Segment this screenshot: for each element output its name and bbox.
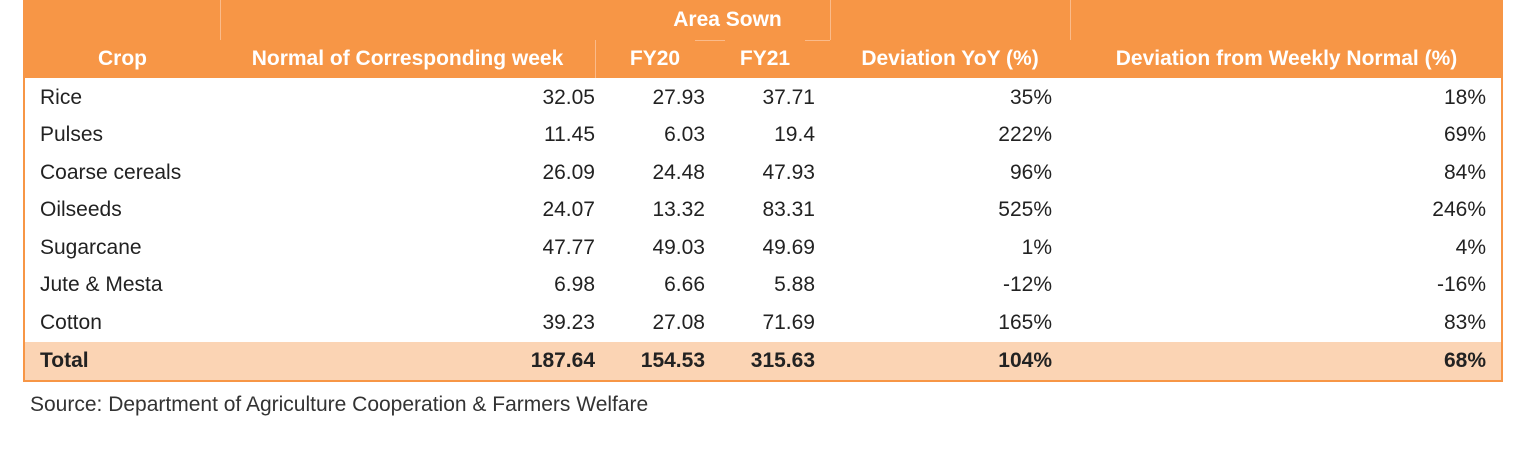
cell-normal: 6.98 [554, 273, 595, 297]
cell-deviation-normal: 83% [1443, 310, 1486, 334]
cell-normal: 39.23 [542, 310, 595, 334]
cell-deviation-normal: 84% [1443, 160, 1486, 184]
cell-fy21: 37.71 [762, 85, 815, 109]
column-header-fy20: FY20 [615, 40, 695, 78]
cell-deviation-normal: 68% [1443, 348, 1486, 372]
cell-fy20: 6.66 [664, 273, 705, 297]
cell-deviation-normal: 18% [1443, 85, 1486, 109]
column-header-deviation-yoy: Deviation YoY (%) [830, 40, 1070, 78]
header-divider [830, 0, 831, 78]
area-sown-table: Area Sown Crop Normal of Corresponding w… [23, 0, 1503, 382]
cell-crop: Pulses [40, 123, 104, 147]
cell-deviation-yoy: 35% [1009, 85, 1052, 109]
cell-fy21: 47.93 [762, 160, 815, 184]
cell-fy20: 27.08 [652, 310, 705, 334]
cell-deviation-yoy: 104% [998, 348, 1052, 372]
cell-crop: Rice [40, 85, 83, 109]
table-row: Pulses 11.45 6.03 19.4 222% 69% [25, 117, 1501, 155]
cell-fy21: 315.63 [750, 348, 815, 372]
cell-fy20: 49.03 [652, 235, 705, 259]
cell-crop: Coarse cereals [40, 160, 182, 184]
cell-fy21: 49.69 [762, 235, 815, 259]
cell-normal: 32.05 [542, 85, 595, 109]
header-divider [595, 40, 596, 78]
cell-deviation-yoy: 96% [1009, 160, 1052, 184]
column-header-normal: Normal of Corresponding week [220, 40, 595, 78]
cell-normal: 47.77 [542, 235, 595, 259]
table-row: Jute & Mesta 6.98 6.66 5.88 -12% -16% [25, 267, 1501, 305]
cell-fy20: 27.93 [652, 85, 705, 109]
cell-deviation-yoy: -12% [1002, 273, 1052, 297]
cell-fy20: 13.32 [652, 198, 705, 222]
cell-normal: 11.45 [544, 123, 595, 147]
cell-deviation-yoy: 1% [1021, 235, 1052, 259]
source-note: Source: Department of Agriculture Cooper… [30, 393, 649, 416]
cell-fy21: 83.31 [762, 198, 815, 222]
cell-normal: 26.09 [542, 160, 595, 184]
table-row: Sugarcane 47.77 49.03 49.69 1% 4% [25, 229, 1501, 267]
cell-fy20: 154.53 [640, 348, 705, 372]
column-header-deviation-normal: Deviation from Weekly Normal (%) [1070, 40, 1503, 78]
cell-fy21: 19.4 [774, 123, 815, 147]
cell-fy21: 71.69 [762, 310, 815, 334]
group-header-area-sown: Area Sown [625, 0, 830, 40]
cell-crop: Total [40, 348, 89, 372]
header-divider [220, 0, 221, 78]
cell-deviation-yoy: 525% [998, 198, 1052, 222]
header-divider [1070, 0, 1071, 78]
cell-deviation-normal: -16% [1436, 273, 1486, 297]
cell-normal: 187.64 [530, 348, 595, 372]
cell-crop: Cotton [40, 310, 102, 334]
cell-deviation-normal: 4% [1455, 235, 1486, 259]
table-row: Cotton 39.23 27.08 71.69 165% 83% [25, 304, 1501, 342]
cell-deviation-yoy: 222% [998, 123, 1052, 147]
table-row: Oilseeds 24.07 13.32 83.31 525% 246% [25, 192, 1501, 230]
table-row: Coarse cereals 26.09 24.48 47.93 96% 84% [25, 154, 1501, 192]
cell-crop: Oilseeds [40, 198, 122, 222]
cell-fy20: 24.48 [652, 160, 705, 184]
cell-crop: Sugarcane [40, 235, 142, 259]
cell-deviation-yoy: 165% [998, 310, 1052, 334]
cell-crop: Jute & Mesta [40, 273, 163, 297]
cell-fy21: 5.88 [774, 273, 815, 297]
column-header-crop: Crop [25, 40, 220, 78]
column-header-fy21: FY21 [725, 40, 805, 78]
table-row: Rice 32.05 27.93 37.71 35% 18% [25, 79, 1501, 117]
cell-deviation-normal: 69% [1443, 123, 1486, 147]
cell-normal: 24.07 [542, 198, 595, 222]
cell-deviation-normal: 246% [1432, 198, 1486, 222]
cell-fy20: 6.03 [664, 123, 705, 147]
table-row-total: Total 187.64 154.53 315.63 104% 68% [25, 342, 1501, 380]
